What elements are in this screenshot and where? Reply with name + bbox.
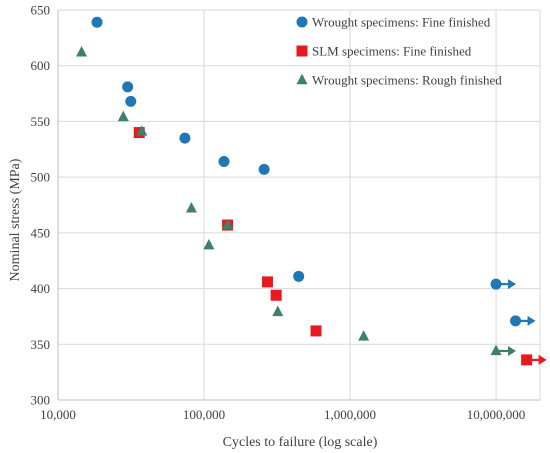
- gridlines: [57, 9, 541, 401]
- y-tick-label: 650: [31, 3, 51, 18]
- series-3: [76, 46, 517, 356]
- runout-point-triangle: [490, 344, 502, 356]
- runout-arrow: [499, 345, 517, 356]
- x-axis-title: Cycles to failure (log scale): [223, 435, 378, 450]
- series-2: [133, 127, 547, 366]
- data-point-square: [310, 325, 322, 337]
- legend-marker-triangle: [296, 73, 308, 85]
- runout-point-circle: [510, 315, 522, 327]
- data-point-circle: [179, 132, 191, 144]
- runout-point-circle: [490, 278, 502, 290]
- data-point-triangle: [76, 46, 88, 57]
- y-tick-label: 300: [31, 393, 51, 408]
- runout-point-square: [521, 354, 533, 366]
- y-tick-label: 550: [31, 114, 51, 129]
- data-point-triangle: [136, 125, 148, 136]
- data-point-triangle: [203, 238, 215, 250]
- legend-marker-square: [296, 45, 308, 57]
- data-point-circle: [218, 156, 230, 168]
- x-tick-label: 100,000: [183, 407, 225, 422]
- data-point-triangle: [222, 218, 234, 230]
- series-1: [91, 16, 536, 327]
- legend-label: SLM specimens: Fine finished: [312, 44, 472, 59]
- y-tick-label: 450: [31, 225, 51, 240]
- legend-label: Wrought specimens: Rough finished: [312, 73, 502, 88]
- data-point-circle: [122, 81, 134, 93]
- axes: 300 350 400 450 500 550 600 650 10,000 100,000 1,0…: [31, 3, 540, 422]
- legend: Wrought specimens: Fine finished SLM spec…: [296, 15, 502, 88]
- runout-arrow: [529, 354, 547, 365]
- y-tick-label: 350: [31, 337, 51, 352]
- y-tick-label: 600: [31, 58, 51, 73]
- runout-arrow: [518, 315, 536, 326]
- y-tick-label: 400: [31, 281, 51, 296]
- data-point-triangle: [272, 305, 284, 317]
- runout-arrow: [499, 279, 517, 290]
- data-point-circle: [91, 16, 103, 28]
- legend-item: Wrought specimens: Fine finished: [296, 15, 491, 30]
- x-tick-label: 10,000: [40, 407, 76, 422]
- x-tick-label: 1,000,000: [324, 407, 376, 422]
- data-point-square: [261, 276, 273, 288]
- data-point-triangle: [185, 202, 197, 213]
- data-point-triangle: [117, 110, 129, 122]
- legend-label: Wrought specimens: Fine finished: [312, 15, 491, 30]
- data-point-circle: [293, 270, 305, 282]
- y-axis-title: Nominal stress (MPa): [8, 158, 23, 281]
- legend-item: Wrought specimens: Rough finished: [296, 73, 502, 88]
- y-tick-label: 500: [31, 170, 51, 185]
- legend-marker-circle: [296, 16, 308, 28]
- data-point-triangle: [358, 330, 370, 341]
- data-point-square: [270, 289, 282, 301]
- data-point-circle: [258, 163, 270, 175]
- legend-item: SLM specimens: Fine finished: [296, 44, 472, 59]
- data-points: [76, 16, 547, 366]
- x-tick-label: 10,000,000: [467, 407, 526, 422]
- data-point-circle: [125, 95, 137, 107]
